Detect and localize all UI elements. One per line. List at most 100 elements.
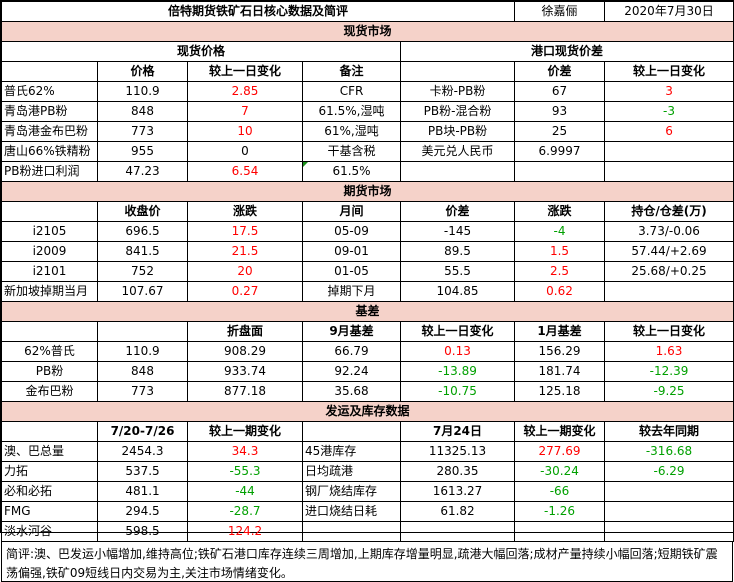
spread-change (604, 161, 734, 182)
basis-col-blank2 (97, 321, 188, 342)
basis-section-row: 基差 (0, 301, 734, 322)
spread-change: -3 (604, 101, 734, 122)
basis-col-jan: 1月基差 (514, 321, 606, 342)
shipping-value: 294.5 (97, 501, 188, 522)
spot-price: 848 (97, 101, 188, 122)
basis-sep-change: 0.13 (399, 341, 516, 362)
shipping-name: 澳、巴总量 (1, 441, 98, 462)
futures-contract: i2105 (1, 221, 98, 242)
spot-row: PB粉进口利润 47.23 6.54 61.5% (1, 161, 734, 182)
spot-price: 773 (97, 121, 188, 142)
basis-col-blank (1, 321, 98, 342)
futures-spread: 89.5 (399, 241, 516, 262)
comment-marker-icon (303, 162, 308, 167)
shipping-change: 34.3 (187, 441, 303, 462)
report-title: 倍特期货铁矿石日核心数据及简评 (0, 1, 516, 22)
data-table: 倍特期货铁矿石日核心数据及简评 徐嘉俪 2020年7月30日 现货市场 现货价格… (0, 1, 734, 542)
basis-row: PB粉 848 933.74 92.24 -13.89 181.74 -12.3… (1, 361, 734, 382)
shipping-name: 淡水河谷 (1, 521, 98, 542)
shipping-value: 537.5 (97, 461, 188, 482)
futures-open-interest: 3.73/-0.06 (604, 221, 734, 242)
futures-change: 17.5 (187, 221, 303, 242)
basis-col-sep: 9月基差 (302, 321, 401, 342)
futures-spread-change: 2.5 (514, 261, 606, 282)
spot-note: 干基含税 (302, 141, 401, 162)
spot-name: PB粉进口利润 (1, 161, 98, 182)
futures-close: 752 (97, 261, 188, 282)
shipping-section-row: 发运及库存数据 (0, 401, 734, 422)
spread-value (514, 161, 606, 182)
futures-change: 20 (187, 261, 303, 282)
shipping-name: FMG (1, 501, 98, 522)
summary-comment: 简评:澳、巴发运小幅增加,维持高位;铁矿石港口库存连续三周增加,上期库存增量明显… (1, 542, 733, 582)
spot-col-price: 价格 (97, 61, 188, 82)
futures-spread: -145 (399, 221, 516, 242)
basis-jan: 181.74 (514, 361, 606, 382)
inventory-yoy: -6.29 (604, 461, 734, 482)
spot-row: 普氏62% 110.9 2.85 CFR 卡粉-PB粉 67 3 (1, 81, 734, 102)
basis-disk: 933.74 (187, 361, 303, 382)
inventory-item: 钢厂烧结库存 (302, 481, 401, 502)
inventory-change: 277.69 (514, 441, 606, 462)
basis-name: 金布巴粉 (1, 381, 98, 402)
futures-col-blank (1, 201, 98, 222)
spot-change: 10 (187, 121, 303, 142)
futures-col-spread-change: 涨跌 (514, 201, 606, 222)
futures-open-interest: 57.44/+2.69 (604, 241, 734, 262)
shipping-change: -44 (187, 481, 303, 502)
basis-sep: 66.79 (302, 341, 401, 362)
spot-note: CFR (302, 81, 401, 102)
futures-col-spread: 价差 (399, 201, 516, 222)
inventory-value: 280.35 (399, 461, 516, 482)
basis-col-sep-change: 较上一日变化 (399, 321, 516, 342)
shipping-row: 澳、巴总量 2454.3 34.3 45港库存 11325.13 277.69 … (1, 441, 734, 462)
spread-name (399, 161, 516, 182)
futures-spread-change: 1.5 (514, 241, 606, 262)
spread-change (604, 141, 734, 162)
spot-change: 2.85 (187, 81, 303, 102)
inventory-change: -66 (514, 481, 606, 502)
shipping-col-change2: 较上一期变化 (514, 421, 606, 442)
author-cell: 徐嘉俪 (514, 1, 606, 22)
basis-jan: 156.29 (514, 341, 606, 362)
inventory-value: 1613.27 (399, 481, 516, 502)
inventory-yoy (604, 521, 734, 542)
futures-open-interest: 25.68/+0.25 (604, 261, 734, 282)
basis-jan-change: -12.39 (604, 361, 734, 382)
basis-name: PB粉 (1, 361, 98, 382)
futures-spread: 55.5 (399, 261, 516, 282)
spread-name: PB粉-混合粉 (399, 101, 516, 122)
inventory-item: 45港库存 (302, 441, 401, 462)
shipping-name: 力拓 (1, 461, 98, 482)
spread-name: 卡粉-PB粉 (399, 81, 516, 102)
basis-sep-change: -10.75 (399, 381, 516, 402)
spread-name: PB块-PB粉 (399, 121, 516, 142)
shipping-col-period: 7/20-7/26 (97, 421, 188, 442)
basis-disk: 908.29 (187, 341, 303, 362)
futures-row: 新加坡掉期当月 107.67 0.27 掉期下月 104.85 0.62 (1, 281, 734, 302)
spot-col-blank (1, 61, 98, 82)
futures-spread: 104.85 (399, 281, 516, 302)
spot-section-row: 现货市场 (0, 21, 734, 42)
inventory-item: 日均疏港 (302, 461, 401, 482)
basis-price: 110.9 (97, 341, 188, 362)
spot-change: 0 (187, 141, 303, 162)
spread-value: 6.9997 (514, 141, 606, 162)
inventory-yoy (604, 481, 734, 502)
inventory-value (399, 521, 516, 542)
shipping-value: 481.1 (97, 481, 188, 502)
basis-col-disk: 折盘面 (187, 321, 303, 342)
spot-name: 青岛港PB粉 (1, 101, 98, 122)
spread-value: 93 (514, 101, 606, 122)
spread-col-spread: 价差 (514, 61, 606, 82)
basis-jan: 125.18 (514, 381, 606, 402)
basis-jan-change: -9.25 (604, 381, 734, 402)
futures-row: i2105 696.5 17.5 05-09 -145 -4 3.73/-0.0… (1, 221, 734, 242)
spot-change: 7 (187, 101, 303, 122)
shipping-change: 124.2 (187, 521, 303, 542)
basis-disk: 877.18 (187, 381, 303, 402)
futures-close: 696.5 (97, 221, 188, 242)
shipping-name: 必和必拓 (1, 481, 98, 502)
inventory-item (302, 521, 401, 542)
